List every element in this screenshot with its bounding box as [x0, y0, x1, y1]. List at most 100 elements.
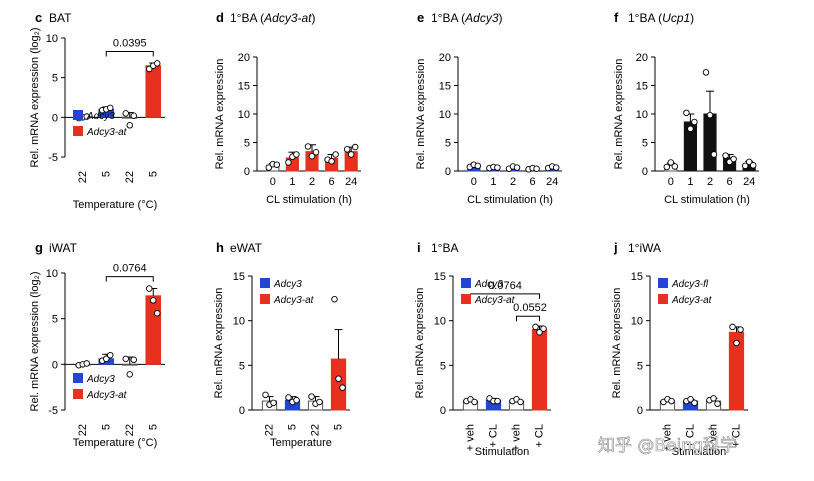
x-axis-label: Temperature — [270, 437, 332, 449]
data-point — [130, 356, 137, 364]
legend-label: Adcy3-at — [86, 127, 128, 138]
data-point — [106, 351, 114, 359]
y-tick-label: 10 — [636, 109, 648, 121]
x-tick-label: 24 — [345, 176, 357, 188]
x-tick-label: 22 — [77, 424, 89, 436]
x-tick-label: 1 — [490, 176, 496, 188]
data-point — [122, 110, 129, 117]
y-tick-label: 5 — [52, 73, 58, 85]
legend-label: Adcy3-at — [273, 295, 315, 306]
legend-swatch — [260, 278, 270, 288]
data-point — [343, 146, 351, 153]
x-tick-label: 5 — [100, 424, 112, 430]
x-tick-label: + CL — [685, 424, 697, 448]
x-tick-label: 6 — [530, 176, 536, 188]
data-point — [347, 151, 355, 158]
data-point — [153, 60, 161, 67]
y-tick-label: -5 — [48, 405, 58, 417]
y-tick-label: 10 — [238, 109, 250, 121]
x-axis-label: CL stimulation (h) — [664, 194, 750, 206]
panel-letter: i — [417, 240, 421, 255]
panel-c: c BAT -5 0 5 10 Rel. mRNA expression (log₂) 22 5… — [29, 10, 165, 211]
panel-letter: f — [614, 10, 619, 25]
data-point — [737, 326, 744, 333]
legend-swatch — [461, 278, 471, 288]
panel-title: 1°BA (Ucp1) — [628, 11, 694, 25]
data-point — [308, 152, 316, 160]
data-point — [494, 397, 501, 405]
y-axis-label: Rel. mRNA expression (log₂) — [29, 28, 41, 168]
panel-letter: e — [417, 10, 424, 25]
data-point — [130, 112, 137, 119]
panel-i: i 1°BA 0 5 10 15 Rel. mRNA expression + veh + CL… — [414, 240, 551, 458]
legend-label: Adcy3 — [86, 374, 115, 385]
legend-label: Adcy3-fl — [671, 279, 709, 290]
x-tick-label: 1 — [289, 176, 295, 188]
data-point — [262, 391, 269, 399]
data-point — [285, 394, 292, 401]
data-point — [683, 109, 690, 117]
y-axis-label: Rel. mRNA expression — [213, 288, 225, 399]
panel-letter: j — [613, 240, 618, 255]
x-tick-label: + veh — [511, 424, 523, 451]
data-point — [106, 104, 114, 112]
y-axis-label: Rel. mRNA expression — [613, 59, 625, 170]
data-point — [102, 355, 110, 363]
p-value-label: 0.0764 — [113, 263, 147, 275]
data-point — [83, 360, 90, 367]
x-tick-label: 22 — [124, 424, 136, 436]
legend-label: Adcy3 — [273, 279, 302, 290]
y-tick-label: 0 — [642, 166, 648, 178]
data-point — [293, 396, 300, 404]
x-tick-label: 22 — [124, 171, 136, 183]
y-tick-label: -5 — [48, 152, 58, 164]
y-tick-label: 5 — [445, 138, 451, 150]
legend-swatch — [73, 110, 83, 120]
panel-letter: g — [35, 240, 43, 255]
data-point — [729, 323, 736, 331]
bar — [145, 295, 162, 365]
x-axis-label: Stimulation — [672, 446, 726, 458]
panel-h: h eWAT 0 5 10 15 Rel. mRNA expression 22 5 22 5 Tem… — [213, 240, 350, 449]
y-tick-label: 0 — [440, 405, 446, 417]
x-tick-label: + CL — [534, 424, 546, 448]
x-tick-label: 0 — [471, 176, 477, 188]
data-point — [270, 399, 277, 407]
x-tick-label: 5 — [333, 424, 345, 430]
legend-label: Adcy3-at — [86, 390, 128, 401]
legend-swatch — [658, 278, 668, 288]
y-tick-label: 15 — [636, 81, 648, 93]
x-tick-label: 6 — [727, 176, 733, 188]
x-tick-label: + veh — [662, 424, 674, 451]
y-tick-label: 15 — [233, 271, 245, 283]
y-tick-label: 0 — [239, 405, 245, 417]
data-point — [351, 143, 359, 151]
panel-title: iWAT — [49, 241, 78, 255]
data-point — [126, 371, 133, 378]
x-tick-label: 5 — [287, 424, 299, 430]
x-axis-label: Temperature (°C) — [73, 437, 157, 449]
data-point — [316, 398, 323, 406]
x-tick-label: 2 — [309, 176, 315, 188]
data-point — [153, 309, 161, 317]
x-tick-label: + CL — [488, 424, 500, 448]
x-axis-label: Stimulation — [475, 446, 529, 458]
x-tick-label: 5 — [147, 171, 159, 177]
legend-label: Adcy3-at — [671, 295, 713, 306]
x-tick-label: 22 — [310, 424, 322, 436]
x-tick-label: 2 — [707, 176, 713, 188]
data-point — [145, 285, 153, 292]
y-tick-label: 0 — [637, 405, 643, 417]
y-tick-label: 10 — [233, 316, 245, 328]
y-tick-label: 15 — [631, 271, 643, 283]
data-point — [749, 162, 757, 169]
y-tick-label: 5 — [642, 138, 648, 150]
watermark-text: 知乎 @Being科学 — [598, 436, 737, 456]
legend-label: Adcy3-at — [474, 295, 516, 306]
y-tick-label: 0 — [52, 112, 58, 124]
y-tick-label: 5 — [239, 360, 245, 372]
data-point — [536, 329, 543, 336]
panel-title: 1°BA (Adcy3-at) — [230, 11, 316, 25]
data-point — [745, 158, 753, 166]
y-tick-label: 15 — [238, 81, 250, 93]
